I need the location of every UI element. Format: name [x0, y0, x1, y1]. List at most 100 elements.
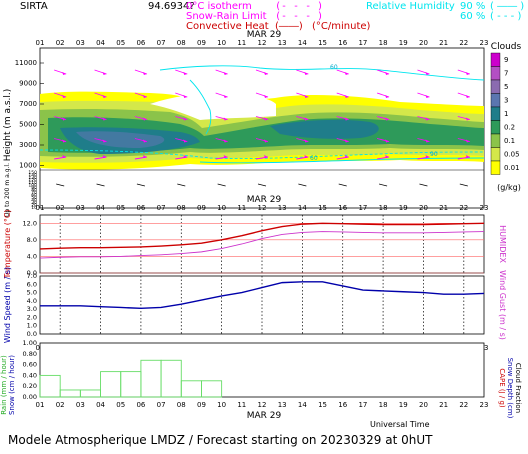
- hour-tick-label: 07: [157, 39, 166, 47]
- wind-arrow-head: [142, 117, 147, 121]
- humidex-label: HUMIDEX: [498, 225, 507, 263]
- cloud-ytick-label-low: 140: [28, 173, 37, 179]
- rh-contour-left: [189, 79, 212, 135]
- wind-arrows: [54, 69, 470, 187]
- wind-arrow-head: [385, 139, 390, 143]
- wind-arrow-head: [465, 139, 470, 143]
- cloud-ytick-label-low: 150: [28, 170, 37, 176]
- rain-ytick-label: 0.20: [23, 382, 37, 390]
- colorbar-level-label: 0.05: [504, 151, 520, 159]
- wind-arrow-head: [223, 139, 228, 143]
- colorbar-level-label: 0.2: [504, 124, 515, 132]
- hour-tick-label: 05: [116, 401, 125, 409]
- wind-arrow-head: [425, 95, 430, 98]
- hour-tick-label: 04: [96, 401, 105, 409]
- wind-arrow-head: [304, 139, 309, 143]
- temperature-ylabel: Temperature (°C): [3, 209, 12, 279]
- wind-arrow-head: [102, 139, 107, 143]
- rh-contour-top: [159, 65, 485, 81]
- legend-isotherm-label: 0°C isotherm: [186, 1, 252, 12]
- hour-tick-label: 01: [36, 401, 45, 409]
- colorbar-level-label: 0.1: [504, 137, 515, 145]
- station-coords: 94.6934?: [148, 1, 195, 12]
- legend-snowrain-label: Snow-Rain Limit: [186, 11, 267, 22]
- legend-rh-90-sample: ( ―― ): [490, 1, 524, 12]
- hour-tick-label: 04: [96, 39, 105, 47]
- hour-tick-label: 11: [237, 204, 246, 212]
- hour-tick-label: 08: [177, 39, 186, 47]
- snow-ylabel: Snow (cm / hour): [8, 355, 16, 415]
- wind-arrow-head: [385, 72, 390, 75]
- cloud-ytick-label-low: 80: [31, 188, 37, 194]
- hour-tick-label: 08: [177, 204, 186, 212]
- hour-tick-label: 01: [36, 39, 45, 47]
- hour-tick-label: 22: [459, 401, 468, 409]
- cloud-ytick-label-low: 70: [31, 190, 37, 196]
- hour-tick-label: 13: [278, 39, 287, 47]
- legend-rh-label: Relative Humidity: [366, 1, 455, 12]
- rh-contour-low: [199, 157, 485, 164]
- ground-wind-arrow: [257, 183, 267, 187]
- wind-arrow-head: [385, 117, 390, 121]
- rh-label-b: 60: [310, 155, 318, 162]
- wind-arrow-head: [344, 72, 349, 75]
- footer-title: Modele Atmospherique LMDZ / Forecast sta…: [8, 433, 433, 447]
- ground-wind-arrow: [338, 183, 347, 187]
- colorbar-title: Clouds: [491, 42, 522, 52]
- hour-tick-label: 10: [217, 204, 226, 212]
- colorbar-swatch: [490, 52, 501, 67]
- cloud-ytick-label-low: 60: [31, 193, 37, 199]
- wind-arrow-head: [425, 117, 430, 121]
- hour-tick-label: 13: [278, 401, 287, 409]
- colorbar-swatch: [490, 120, 501, 135]
- legend-rh-90: 90 %: [460, 1, 485, 12]
- legend-convective-label: Convective Heat: [186, 21, 269, 32]
- rh-contour-mid: [39, 149, 485, 159]
- ytick-label: 0.0: [27, 269, 37, 277]
- hour-tick-label: 22: [459, 39, 468, 47]
- hour-tick-label: 21: [439, 204, 448, 212]
- hour-tick-label: 10: [217, 401, 226, 409]
- colorbar-swatch: [490, 106, 501, 121]
- hour-tick-label: 12: [258, 204, 267, 212]
- wind-arrow-head: [264, 95, 268, 98]
- colorbar-level-label: 1: [504, 110, 508, 118]
- colorbar-level-label: 5: [504, 83, 508, 91]
- hour-tick-label: 14: [298, 204, 307, 212]
- rain-ytick-label: 0.00: [23, 393, 37, 401]
- ytick-label: 0.0: [27, 330, 37, 338]
- rain-bar: [39, 374, 61, 398]
- wind-arrow-head: [62, 72, 67, 75]
- hour-tick-label: 03: [76, 204, 85, 212]
- colorbar-swatch: [490, 160, 501, 175]
- cloud-field: 60 60 90: [39, 64, 485, 170]
- cloud-ytick-label: 9000: [19, 80, 37, 88]
- rain-ytick-label: 1.00: [23, 339, 37, 347]
- ground-wind-arrow: [136, 183, 146, 187]
- temperature-series: [39, 222, 485, 259]
- legend-rh-60-sample: ( - - - ): [490, 11, 521, 22]
- cloud-ytick-label-low: 20: [31, 203, 37, 209]
- wind-arrow-head: [183, 95, 188, 98]
- legend-convective-sample: (――): [275, 21, 303, 32]
- cloud-ytick-label-low: 110: [28, 180, 37, 186]
- hour-tick-label: 16: [338, 401, 347, 409]
- hour-tick-label: 11: [237, 401, 246, 409]
- colorbar-swatch: [490, 79, 501, 94]
- hour-tick-label: 02: [56, 401, 65, 409]
- wind-arrow-head: [62, 117, 67, 121]
- ground-wind-arrow: [217, 183, 226, 187]
- ytick-label: 6.0: [27, 280, 37, 288]
- hour-tick-label: 06: [136, 401, 145, 409]
- temperature-panel: 12.0 8.0 4.0 0.0 Temperature (°C) HUMIDEX: [3, 209, 507, 279]
- rain-frame: [39, 342, 485, 398]
- wind-arrow-head: [264, 72, 268, 75]
- cloud-gap: [150, 93, 276, 120]
- colorbar-swatch: [490, 147, 501, 162]
- hour-tick-label: 12: [258, 39, 267, 47]
- wind-arrow-head: [223, 117, 228, 121]
- colorbar-unit: (g/kg): [497, 183, 521, 192]
- hour-tick-label: 18: [379, 39, 388, 47]
- wind-arrow-head: [62, 139, 67, 143]
- hour-tick-label: 04: [96, 204, 105, 212]
